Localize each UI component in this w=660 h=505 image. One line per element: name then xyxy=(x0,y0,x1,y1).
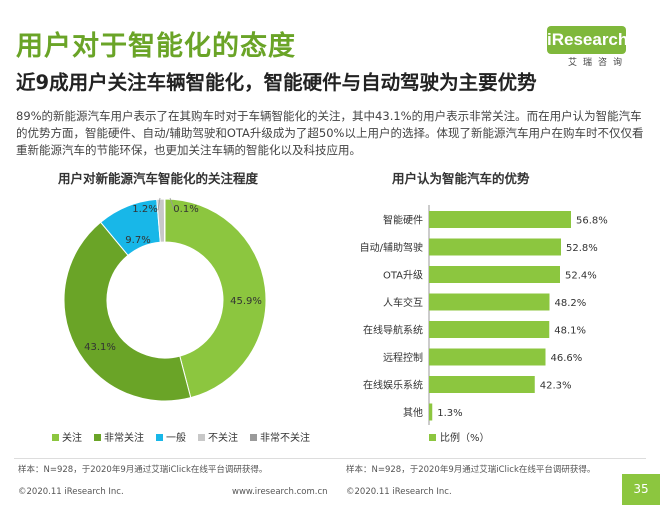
bar-value-label-6: 42.3% xyxy=(540,381,572,392)
bar-category-label-3: 人车交互 xyxy=(383,296,423,309)
donut-label-3: 1.2% xyxy=(132,204,157,215)
bar-category-label-7: 其他 xyxy=(403,406,423,419)
source-note-left: 样本：N=928，于2020年9月通过艾瑞iClick在线平台调研获得。 xyxy=(18,465,268,475)
legend-label-0: 关注 xyxy=(62,431,82,444)
legend-swatch-2 xyxy=(156,434,163,441)
bar-category-label-1: 自动/辅助驾驶 xyxy=(360,241,423,254)
bar-category-label-6: 在线娱乐系统 xyxy=(363,379,423,392)
bar-value-label-1: 52.8% xyxy=(566,243,598,254)
bar-value-label-3: 48.2% xyxy=(555,298,587,309)
bar-6 xyxy=(429,376,535,393)
legend-label-3: 不关注 xyxy=(208,431,238,444)
bar-2 xyxy=(429,266,560,283)
donut-chart: 45.9% 43.1% 9.7% 1.2% 0.1% 关注 非常关注 一般 不关注 非常不关注 xyxy=(52,197,310,444)
bar-7 xyxy=(429,403,433,421)
donut-label-4: 0.1% xyxy=(173,204,198,215)
bar-category-label-5: 远程控制 xyxy=(383,351,423,364)
bar-5 xyxy=(429,348,546,366)
bar-3 xyxy=(429,293,550,311)
bar-category-label-4: 在线导航系统 xyxy=(363,324,423,337)
bar-1 xyxy=(429,238,561,256)
donut-label-2: 9.7% xyxy=(125,235,150,246)
legend-label-2: 一般 xyxy=(166,431,186,444)
page-number: 35 xyxy=(622,474,660,505)
bar-chart-title: 用户认为智能汽车的优势 xyxy=(392,171,530,186)
leader-line-4 xyxy=(169,197,175,210)
legend-swatch-3 xyxy=(198,434,205,441)
legend-swatch-4 xyxy=(250,434,257,441)
bar-value-label-0: 56.8% xyxy=(576,216,608,227)
bar-legend-swatch xyxy=(429,434,436,441)
bar-value-label-4: 48.1% xyxy=(554,326,586,337)
bar-category-label-0: 智能硬件 xyxy=(383,214,423,227)
donut-slice-0 xyxy=(164,198,267,399)
donut-label-1: 43.1% xyxy=(84,342,116,353)
footer-divider xyxy=(14,458,646,459)
leader-line-3 xyxy=(157,197,161,211)
bar-0 xyxy=(429,211,571,228)
logo-cn-text: 艾瑞咨询 xyxy=(568,58,629,68)
donut-label-0: 45.9% xyxy=(230,296,262,307)
bar-value-label-7: 1.3% xyxy=(437,408,462,419)
donut-slice-4 xyxy=(163,198,166,243)
copyright-left: ©2020.11 iResearch Inc. xyxy=(18,487,124,497)
copyright-right: ©2020.11 iResearch Inc. xyxy=(346,487,452,497)
website-url: www.iresearch.com.cn xyxy=(232,487,328,497)
bar-chart: 智能硬件 56.8% 自动/辅助驾驶 52.8% OTA升级 52.4% 人车交互 48.2%… xyxy=(360,205,608,444)
legend-label-1: 非常关注 xyxy=(104,431,144,444)
donut-chart-title: 用户对新能源汽车智能化的关注程度 xyxy=(58,171,259,186)
bar-legend-label: 比例（%） xyxy=(440,431,490,444)
legend-label-4: 非常不关注 xyxy=(260,431,310,444)
iresearch-logo: iResearch xyxy=(547,26,629,54)
donut-slice-1 xyxy=(63,221,192,402)
bar-category-label-2: OTA升级 xyxy=(383,270,423,282)
bar-4 xyxy=(429,321,550,338)
bar-value-label-5: 46.6% xyxy=(551,353,583,364)
page-subtitle: 近9成用户关注车辆智能化，智能硬件与自动驾驶为主要优势 xyxy=(16,71,537,94)
logo-brand: iResearch xyxy=(547,30,629,49)
legend-swatch-1 xyxy=(94,434,101,441)
legend-swatch-0 xyxy=(52,434,59,441)
page-title: 用户对于智能化的态度 xyxy=(16,31,296,62)
summary-paragraph: 89%的新能源汽车用户表示了在其购车时对于车辆智能化的关注，其中43.1%的用户… xyxy=(16,109,644,157)
bar-value-label-2: 52.4% xyxy=(565,271,597,282)
source-note-right: 样本：N=928，于2020年9月通过艾瑞iClick在线平台调研获得。 xyxy=(346,465,596,475)
